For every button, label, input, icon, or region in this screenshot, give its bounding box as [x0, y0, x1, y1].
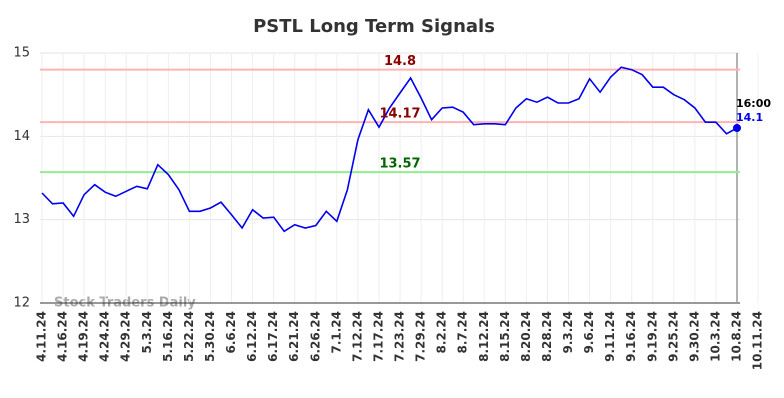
x-tick-label: 5.16.24 [161, 311, 175, 362]
x-tick-label: 9.25.24 [666, 311, 680, 362]
y-tick-label: 14 [13, 129, 30, 144]
x-tick-label: 9.30.24 [687, 311, 701, 362]
x-tick-label: 9.19.24 [645, 311, 659, 362]
x-tick-label: 7.17.24 [371, 311, 385, 362]
x-tick-label: 9.6.24 [582, 311, 596, 354]
y-tick-label: 12 [13, 296, 30, 311]
x-tick-label: 7.1.24 [329, 311, 343, 354]
x-tick-label: 8.15.24 [498, 311, 512, 362]
x-tick-label: 6.21.24 [287, 311, 301, 362]
x-tick-label: 6.17.24 [266, 311, 280, 362]
x-tick-label: 10.3.24 [708, 311, 722, 362]
x-tick-label: 10.8.24 [730, 311, 744, 362]
x-tick-label: 9.16.24 [624, 311, 638, 362]
x-tick-label: 5.3.24 [140, 311, 154, 354]
x-tick-label: 5.30.24 [203, 311, 217, 362]
x-tick-label: 7.12.24 [350, 311, 364, 362]
x-tick-label: 4.24.24 [98, 311, 112, 362]
x-tick-label: 4.29.24 [119, 311, 133, 362]
x-tick-label: 8.28.24 [540, 311, 554, 362]
y-tick-label: 13 [13, 212, 30, 227]
x-tick-label: 4.19.24 [77, 311, 91, 362]
x-tick-label: 8.20.24 [519, 311, 533, 362]
x-tick-label: 10.11.24 [751, 311, 765, 370]
x-tick-label: 6.6.24 [224, 311, 238, 354]
x-tick-label: 7.23.24 [393, 311, 407, 362]
level-label: 14.8 [384, 54, 416, 69]
x-tick-label: 4.11.24 [35, 311, 49, 362]
y-tick-label: 15 [13, 46, 30, 61]
x-tick-label: 8.2.24 [435, 311, 449, 354]
x-tick-label: 9.3.24 [561, 311, 575, 354]
level-label: 14.17 [379, 107, 420, 122]
x-tick-label: 7.29.24 [414, 311, 428, 362]
x-tick-label: 8.7.24 [456, 311, 470, 354]
last-time: 16:00 [736, 97, 771, 110]
price-line [41, 66, 738, 233]
x-tick-label: 4.16.24 [56, 311, 70, 362]
x-tick-label: 8.12.24 [477, 311, 491, 362]
last-point [733, 124, 741, 132]
x-tick-label: 5.22.24 [182, 311, 196, 362]
chart-title: PSTL Long Term Signals [253, 16, 495, 37]
x-tick-label: 6.26.24 [308, 311, 322, 362]
last-value: 14.1 [736, 111, 763, 124]
level-label: 13.57 [379, 157, 420, 172]
x-tick-label: 6.12.24 [245, 311, 259, 362]
x-tick-label: 9.11.24 [603, 311, 617, 362]
